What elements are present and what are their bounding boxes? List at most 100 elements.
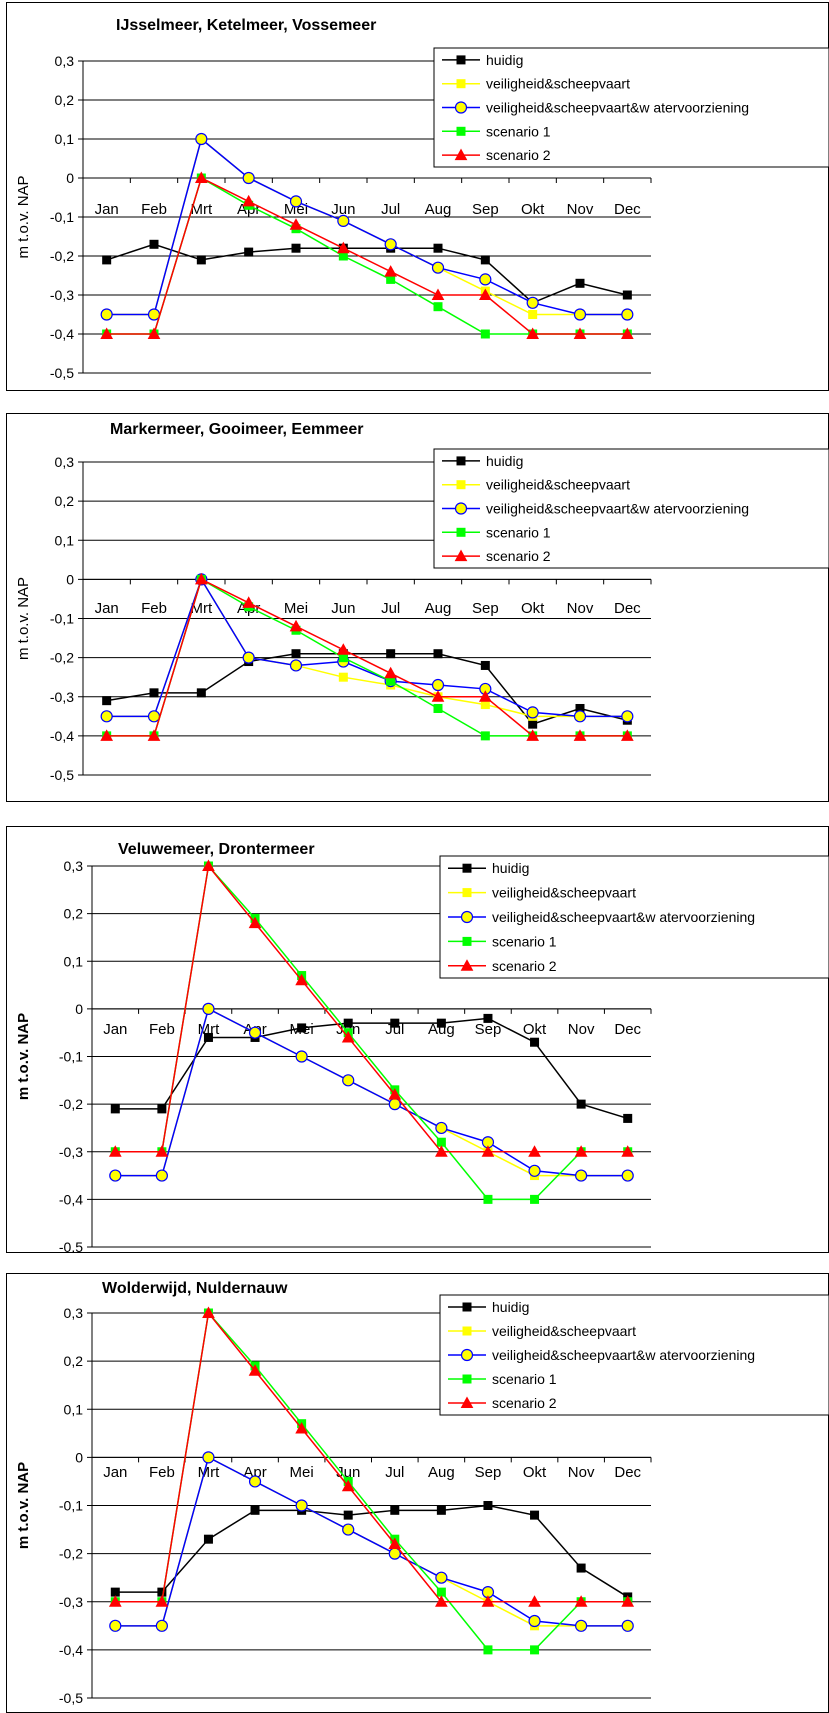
data-point [478, 288, 492, 300]
data-point [623, 1113, 633, 1123]
data-point [157, 1104, 167, 1114]
data-point [390, 1018, 400, 1028]
x-tick-label-aug: Aug [425, 600, 452, 617]
legend: huidig veiligheid&scheepvaart veiligheid&s… [433, 448, 829, 569]
x-tick-label-jun: Jun [331, 600, 355, 617]
data-point [100, 308, 113, 321]
data-point [480, 329, 490, 339]
data-point [530, 1037, 540, 1047]
data-point [384, 265, 398, 277]
legend-marker [462, 1374, 472, 1384]
data-point [433, 243, 443, 253]
x-tick-label-jul: Jul [385, 1464, 404, 1481]
data-point [480, 660, 490, 670]
series-5 [100, 572, 634, 741]
legend-marker [456, 480, 466, 490]
data-point [620, 729, 634, 741]
y-axis-label: m t.o.v. NAP [15, 1013, 32, 1100]
data-point [342, 1523, 355, 1536]
legend-marker [462, 863, 472, 873]
legend-item-3: veiligheid&scheepvaart&w atervoorziening [448, 1347, 755, 1363]
data-point [343, 1510, 353, 1520]
y-tick-label: 0,2 [55, 493, 75, 509]
legend-item-5: scenario 2 [442, 548, 551, 564]
legend-label: scenario 1 [486, 524, 551, 540]
legend-label: scenario 2 [486, 548, 551, 564]
data-point [202, 1306, 215, 1318]
legend: huidig veiligheid&scheepvaart veiligheid&s… [439, 1294, 829, 1416]
data-point [481, 1595, 495, 1607]
legend-item-3: veiligheid&scheepvaart&w atervoorziening [442, 100, 749, 116]
chart-svg-2: Markermeer, Gooimeer, Eemmeer 0,3 0,2 0,1 0 -… [6, 413, 829, 802]
data-point [202, 859, 215, 871]
x-tick-label-dec: Dec [614, 600, 641, 617]
data-point [155, 1145, 169, 1157]
chart-svg-4: Wolderwijd, Nuldernauw 0,3 0,2 0,1 0 -0,1 -0,2… [6, 1273, 829, 1713]
data-point [155, 1619, 168, 1632]
x-tick-label-sep: Sep [472, 201, 499, 218]
x-tick-label-feb: Feb [141, 600, 167, 617]
y-tick-label: 0 [66, 571, 74, 587]
data-point [573, 729, 587, 741]
data-point [433, 302, 443, 312]
data-point [244, 247, 254, 257]
y-tick-label: 0,1 [55, 131, 75, 147]
series-line [115, 1456, 628, 1627]
data-point [295, 1421, 308, 1434]
y-tick-label: 0,3 [64, 1305, 84, 1321]
y-tick-label: -0,2 [59, 1096, 83, 1112]
data-point [620, 327, 634, 339]
chart-title: Wolderwijd, Nuldernauw [102, 1280, 288, 1297]
data-point [109, 1619, 122, 1632]
data-point [342, 1074, 355, 1087]
y-tick-label: 0,3 [55, 53, 75, 69]
data-point [203, 1534, 213, 1544]
y-tick-label: -0,5 [59, 1690, 83, 1706]
data-point [388, 1537, 402, 1549]
series-line [106, 176, 628, 335]
series-3 [109, 1002, 634, 1182]
series-3 [100, 573, 634, 723]
legend-item-3: veiligheid&scheepvaart&w atervoorziening [442, 501, 749, 517]
data-point [147, 729, 161, 741]
data-point [195, 132, 208, 146]
x-tick-label-okt: Okt [523, 1464, 547, 1481]
y-tick-label: -0,1 [59, 1498, 83, 1514]
legend-item-5: scenario 2 [448, 958, 557, 974]
x-tick-label-nov: Nov [568, 1464, 595, 1481]
x-tick-label-mei: Mei [290, 1464, 314, 1481]
data-point [575, 1619, 588, 1632]
data-point [480, 255, 490, 265]
x-tick-label-aug: Aug [428, 1021, 455, 1038]
x-tick-label-okt: Okt [521, 201, 545, 218]
legend-marker [456, 126, 466, 136]
data-point [100, 710, 113, 723]
x-tick-label-jun: Jun [331, 201, 355, 218]
data-point [248, 1475, 262, 1488]
legend-box [433, 47, 829, 168]
legend-item-4: scenario 1 [442, 123, 551, 139]
legend-marker [462, 1326, 472, 1336]
data-point [336, 643, 350, 655]
data-point [621, 1619, 634, 1632]
legend-box [439, 855, 829, 979]
legend-item-2: veiligheid&scheepvaart [442, 477, 630, 493]
data-point [530, 1645, 540, 1655]
x-tick-label-sep: Sep [475, 1464, 502, 1481]
data-point [388, 1088, 402, 1100]
series-line [106, 137, 628, 316]
x-tick-label-mrt: Mrt [190, 201, 212, 218]
y-tick-label: 0,2 [64, 1353, 84, 1369]
legend-label: veiligheid&scheepvaart&w atervoorziening [492, 909, 755, 925]
legend-marker [454, 549, 468, 562]
x-tick-label-mrt: Mrt [190, 600, 212, 617]
data-point [435, 1145, 448, 1157]
legend-label: huidig [492, 860, 529, 876]
x-tick-label-jul: Jul [381, 600, 400, 617]
data-point [289, 659, 303, 672]
data-point [155, 1595, 169, 1607]
y-tick-label: -0,1 [59, 1049, 83, 1065]
data-point [576, 1099, 586, 1109]
data-point [242, 596, 256, 608]
chart-panel-2: Markermeer, Gooimeer, Eemmeer 0,3 0,2 0,1 0 -… [6, 413, 829, 802]
